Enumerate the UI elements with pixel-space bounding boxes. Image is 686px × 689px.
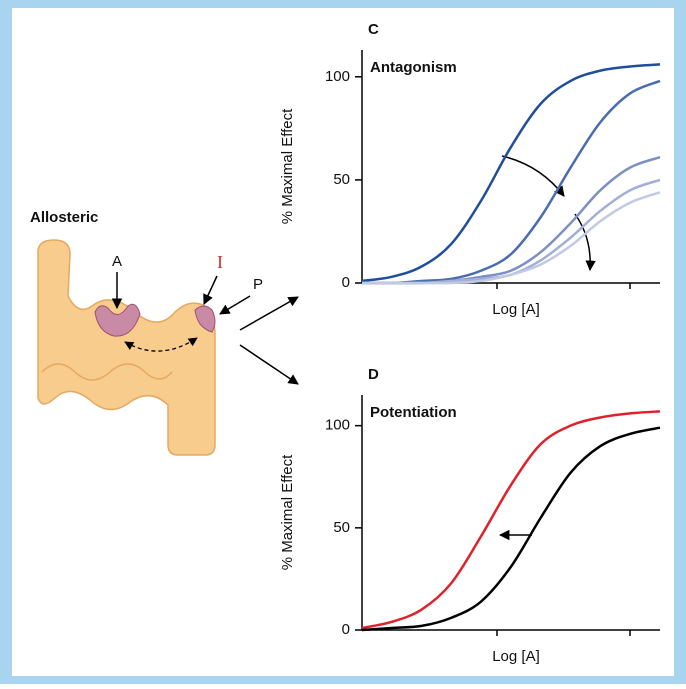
y-tick-label: 0 [342, 274, 350, 291]
site-label: I [217, 252, 223, 272]
chart-title: Potentiation [370, 404, 457, 421]
arrow [203, 275, 218, 305]
curve [361, 63, 661, 283]
coupling-arrow [124, 337, 198, 352]
panel-label: D [368, 366, 379, 383]
y-tick-label: 50 [333, 519, 350, 536]
curve [361, 79, 661, 285]
y-axis-label: % Maximal Effect [279, 454, 296, 570]
y-tick-label: 100 [325, 68, 350, 85]
chart-title: Antagonism [370, 59, 457, 76]
site-label: A [112, 253, 122, 270]
y-tick-label: 100 [325, 417, 350, 434]
arrow [219, 295, 251, 315]
curve [361, 191, 661, 285]
shift-arrow [501, 155, 565, 197]
y-tick-label: 50 [333, 171, 350, 188]
arrow [239, 344, 299, 385]
site-i [194, 305, 216, 333]
diagram-title: Allosteric [30, 209, 98, 226]
panel-label: C [368, 21, 379, 38]
curve [361, 410, 661, 630]
curve [361, 426, 661, 632]
y-tick-label: 0 [342, 621, 350, 638]
y-axis-label: % Maximal Effect [279, 108, 296, 224]
protein-fold [41, 363, 173, 381]
x-axis-label: Log [A] [492, 301, 540, 318]
arrow [239, 296, 299, 331]
site-label: P [253, 276, 263, 293]
shift-arrow [574, 213, 596, 272]
x-axis-label: Log [A] [492, 648, 540, 665]
site-a [94, 303, 141, 337]
